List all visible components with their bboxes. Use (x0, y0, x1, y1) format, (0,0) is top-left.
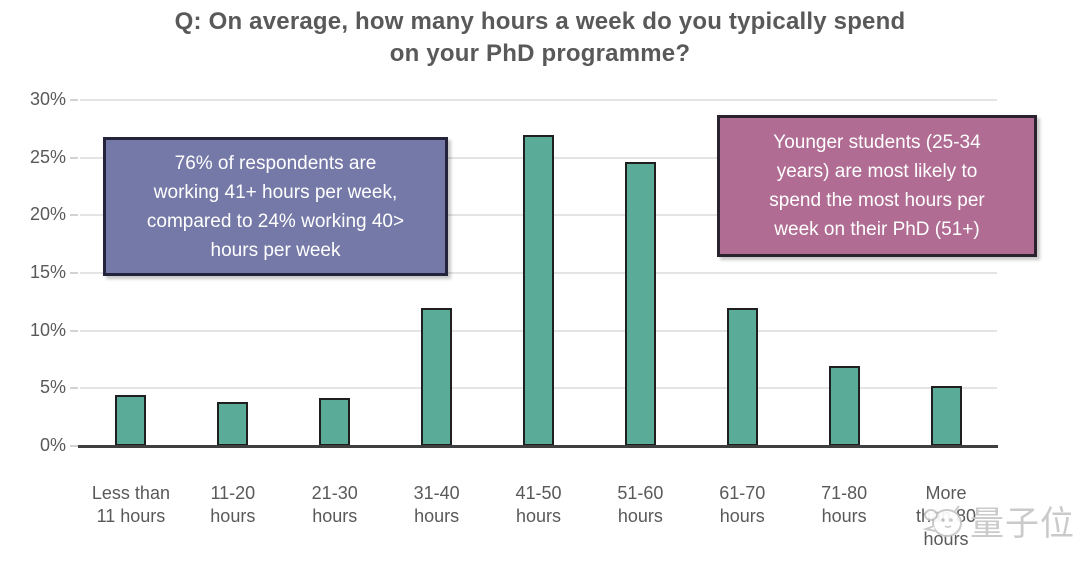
bar-2 (217, 402, 249, 446)
y-tick-mark (70, 387, 78, 390)
annotation-box-left: 76% of respondents are working 41+ hours… (103, 137, 448, 276)
x-category-label: 31-40 hours (413, 483, 460, 526)
y-tick-label: 15% (29, 262, 66, 282)
annotation-left-text: 76% of respondents are working 41+ hours… (146, 152, 405, 261)
annotation-right-text: Younger students (25-34 years) are most … (769, 132, 985, 240)
bar-3 (319, 398, 351, 446)
x-category-label: 51-60 hours (617, 483, 664, 526)
x-category-label: 41-50 hours (515, 483, 562, 526)
bar-4 (421, 308, 453, 446)
y-tick-mark (70, 272, 78, 274)
y-tick-mark (70, 445, 78, 447)
y-tick-mark (70, 99, 78, 101)
bar-5 (523, 135, 554, 446)
x-category-label: 21-30 hours (311, 483, 358, 526)
y-tick-label: 20% (29, 204, 66, 225)
watermark: 量子位 (922, 498, 1075, 549)
x-category-label: 71-80 hours (821, 483, 868, 526)
y-tick-mark (70, 156, 78, 159)
y-tick-label: 30% (29, 89, 66, 109)
x-category-label: 61-70 hours (719, 483, 766, 526)
x-axis-line (78, 445, 998, 448)
y-tick-label: 10% (29, 319, 66, 340)
bar-8 (828, 366, 860, 446)
gridline (80, 99, 997, 101)
y-tick-mark (70, 214, 78, 217)
x-category-label: 11-20 hours (210, 483, 256, 526)
y-tick-label: 0% (39, 435, 66, 455)
x-category-label: Less than 11 hours (91, 483, 170, 526)
y-tick-mark (70, 329, 78, 332)
bar-7 (726, 308, 758, 446)
watermark-text: 量子位 (970, 504, 1075, 543)
bar-9 (930, 386, 962, 446)
annotation-box-right: Younger students (25-34 years) are most … (717, 115, 1037, 257)
y-tick-label: 25% (29, 146, 66, 167)
bar-6 (624, 162, 656, 446)
x-category-label: More than 80 hours (916, 483, 977, 549)
watermark-logo-icon (922, 498, 968, 549)
bar-1 (115, 395, 147, 446)
chart-title: Q: On average, how many hours a week do … (174, 8, 906, 67)
y-tick-label: 5% (39, 377, 66, 398)
